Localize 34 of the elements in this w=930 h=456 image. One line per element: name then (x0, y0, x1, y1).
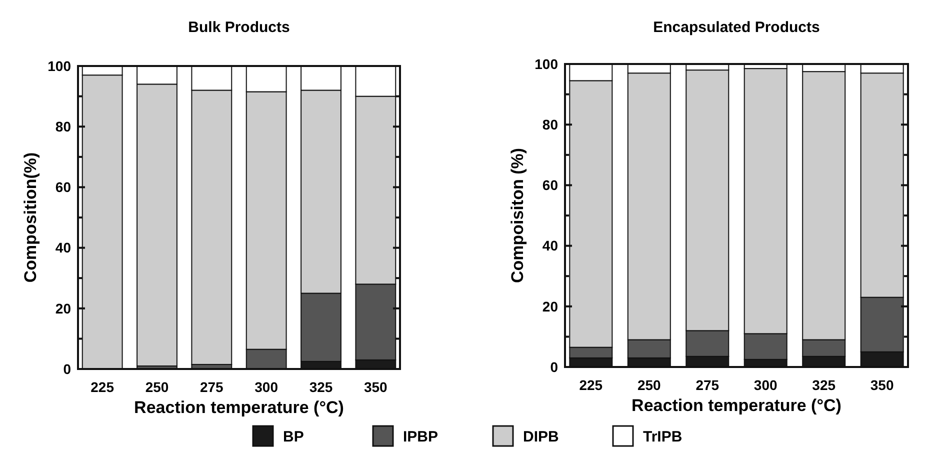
chart-title: Encapsulated Products (653, 19, 820, 36)
y-tick-label: 60 (55, 179, 72, 196)
y-tick-label: 20 (542, 298, 558, 314)
x-tick-label: 225 (90, 379, 114, 395)
y-tick-label: 60 (542, 177, 558, 194)
chart-title: Bulk Products (188, 19, 290, 36)
y-tick-label: 40 (55, 240, 72, 256)
x-tick-label: 225 (579, 377, 603, 393)
x-tick-label: 300 (254, 379, 278, 395)
y-tick-label: 80 (542, 116, 558, 132)
x-tick-label: 275 (696, 377, 720, 393)
x-tick-label: 350 (870, 377, 894, 393)
x-tick-label: 275 (200, 379, 224, 395)
x-tick-label: 250 (637, 377, 662, 393)
x-tick-label: 325 (812, 377, 836, 393)
y-tick-label: 0 (63, 360, 72, 377)
y-axis-title: Composition(%) (21, 152, 40, 283)
legend-label: IPBP (403, 428, 438, 446)
y-tick-label: 100 (534, 56, 558, 72)
y-axis-title: Compoisiton (%) (508, 148, 527, 284)
x-axis-title: Reaction temperature (°C) (134, 398, 344, 417)
x-tick-label: 250 (145, 379, 169, 395)
y-tick-label: 20 (55, 300, 72, 316)
legend-label: BP (283, 428, 304, 446)
x-tick-label: 350 (364, 379, 388, 395)
x-axis-title: Reaction temperature (°C) (632, 396, 842, 415)
legend-label: DIPB (523, 428, 560, 446)
y-tick-label: 40 (542, 238, 558, 254)
y-tick-label: 100 (48, 58, 72, 74)
legend-label: TrIPB (643, 428, 682, 446)
y-tick-label: 80 (55, 118, 72, 134)
x-tick-label: 325 (309, 379, 333, 395)
y-tick-label: 0 (550, 358, 558, 375)
x-tick-label: 300 (754, 377, 778, 393)
